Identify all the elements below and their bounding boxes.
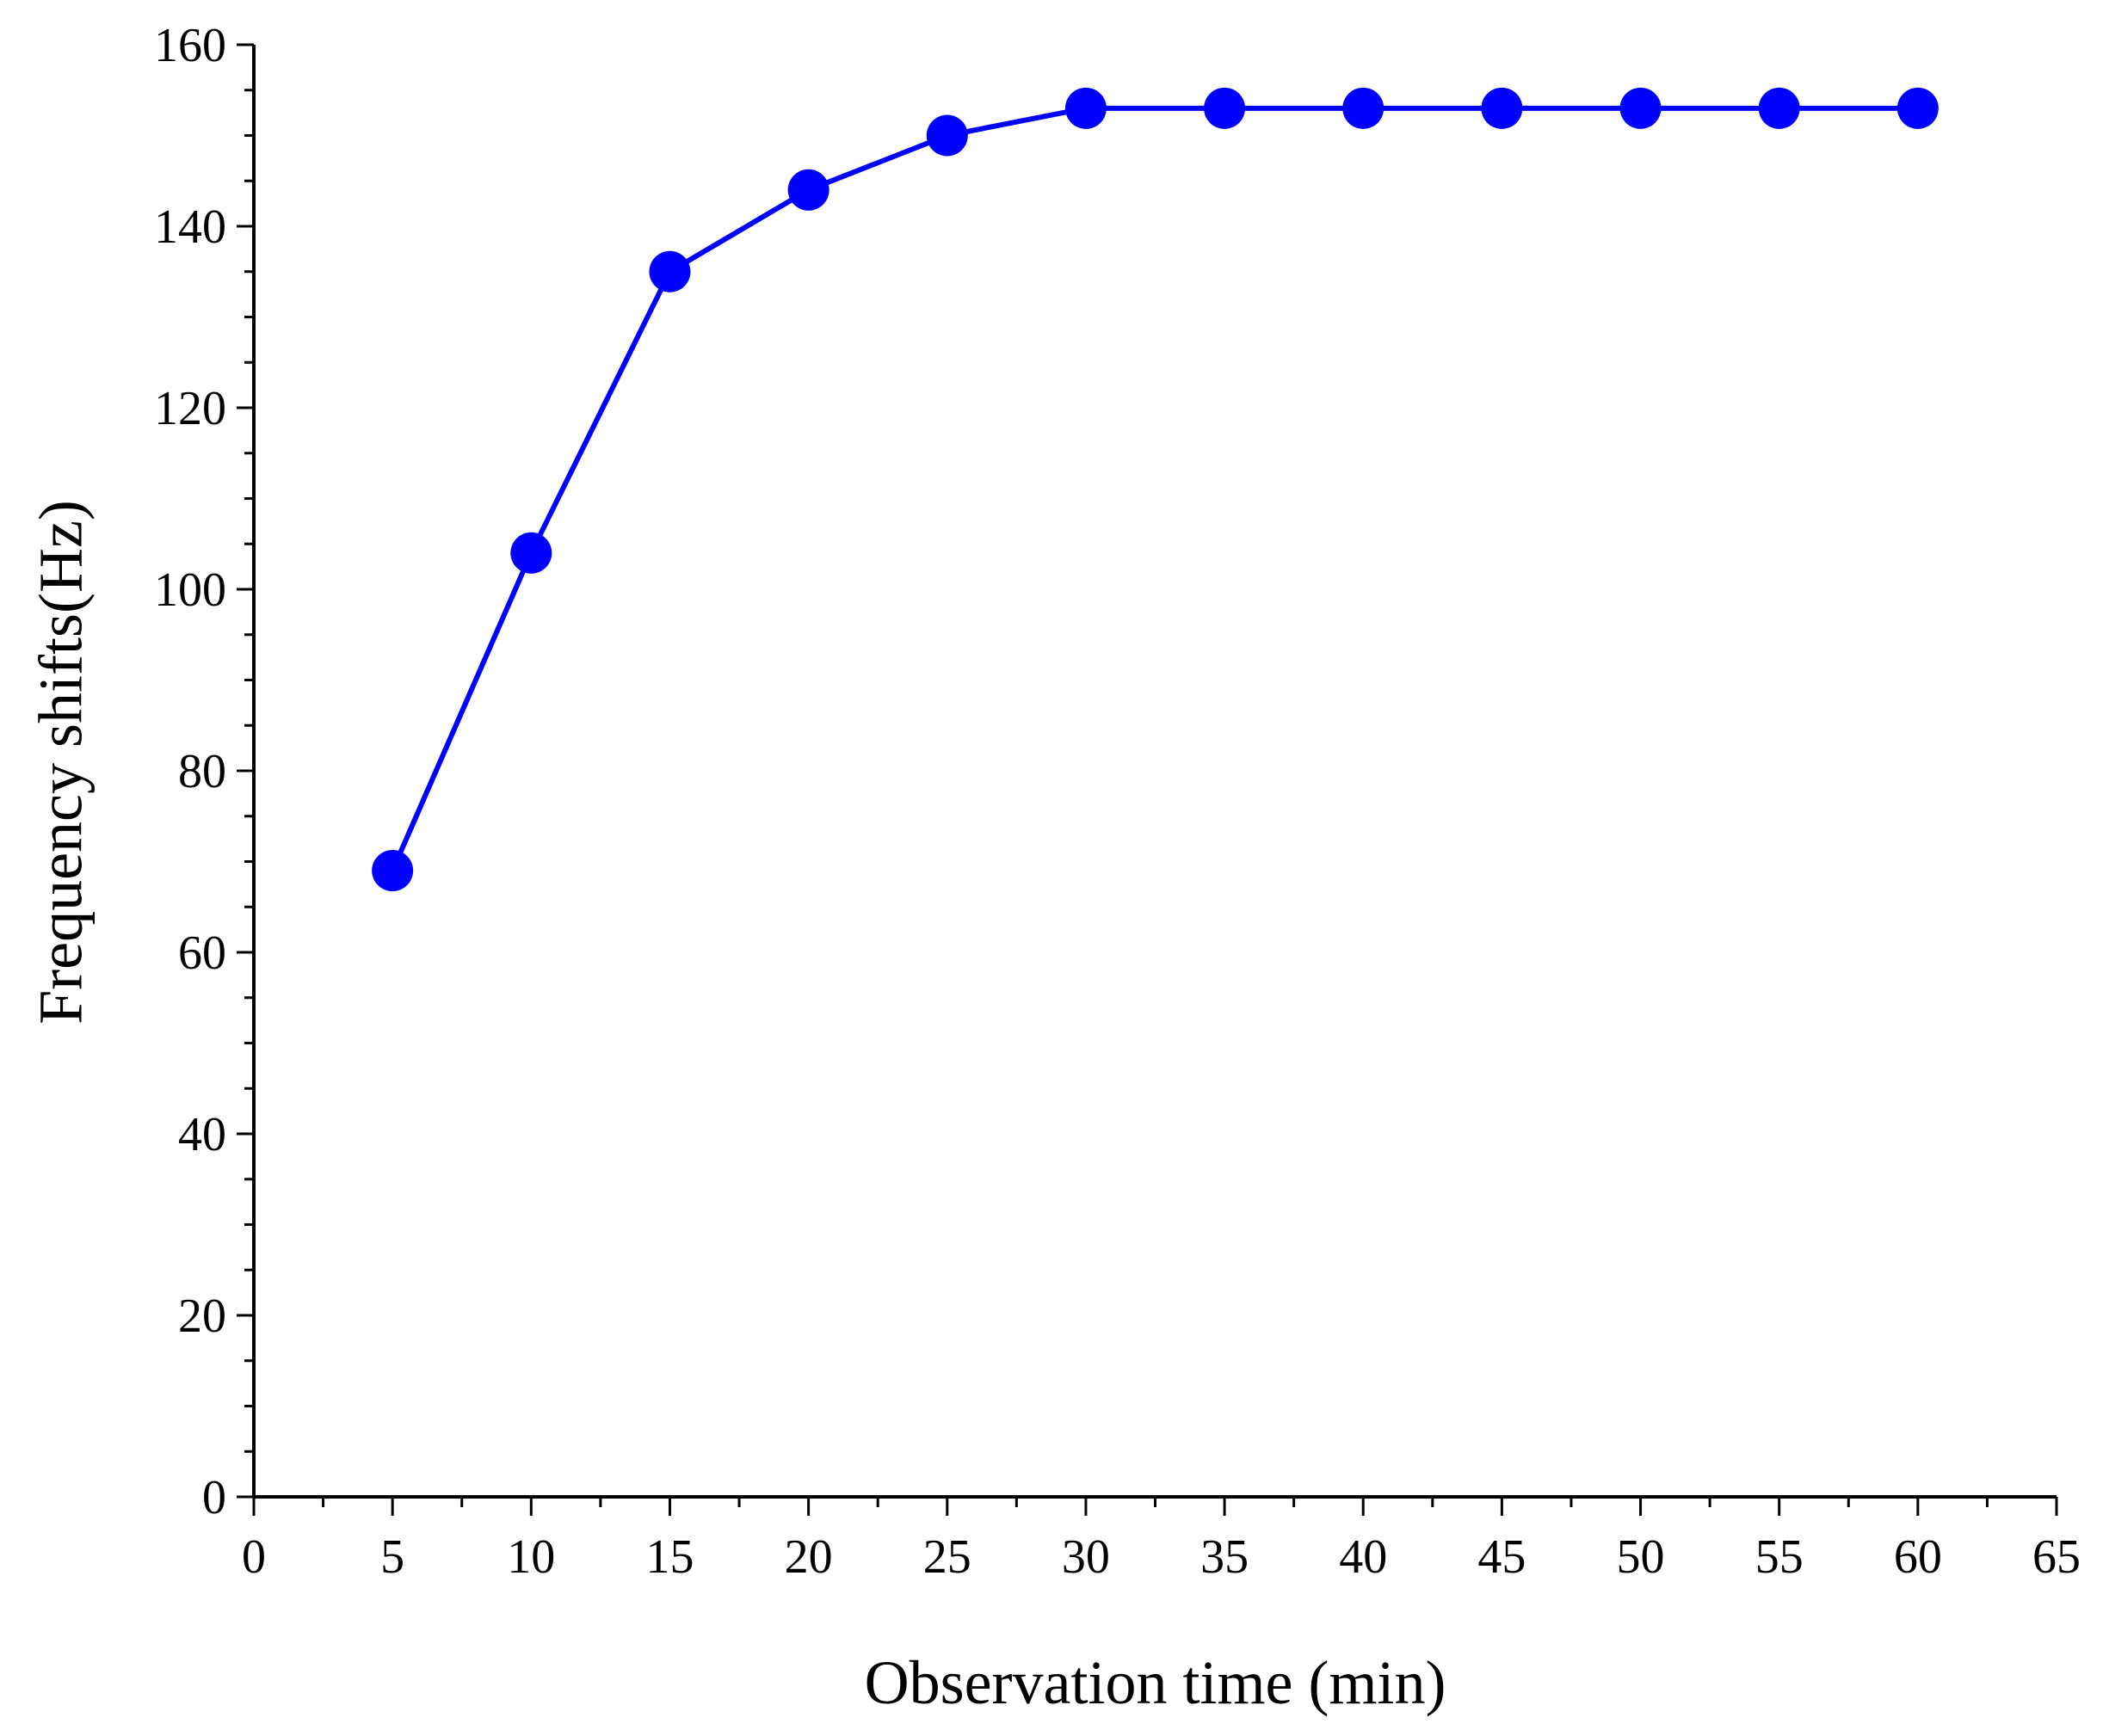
x-tick-label: 35	[1200, 1530, 1249, 1584]
x-tick-label: 60	[1894, 1530, 1942, 1584]
x-tick-label: 40	[1339, 1530, 1387, 1584]
y-tick-label: 40	[178, 1108, 226, 1161]
x-tick-label: 15	[645, 1530, 694, 1584]
data-point	[1896, 87, 1939, 129]
y-tick-label: 20	[178, 1290, 226, 1343]
x-tick-label: 65	[2032, 1530, 2081, 1584]
y-tick-label: 120	[154, 382, 226, 435]
data-point	[1342, 87, 1385, 129]
data-point	[1204, 87, 1246, 129]
data-point	[1481, 87, 1523, 129]
data-point	[1758, 87, 1800, 129]
y-tick-label: 100	[154, 563, 226, 617]
data-point	[510, 532, 552, 574]
data-point	[787, 169, 829, 211]
x-axis-title: Observation time (min)	[865, 1648, 1446, 1717]
data-point	[926, 114, 968, 157]
series-line	[390, 105, 1921, 874]
y-tick-label: 140	[154, 200, 226, 254]
data-point	[649, 250, 691, 292]
y-tick-label: 60	[178, 926, 226, 980]
y-tick-label: 160	[154, 19, 226, 72]
x-axis-ticks: 0 5 10 15 20 25 30 35 40 45 50 55 60 65	[242, 1497, 2081, 1584]
x-tick-label: 30	[1062, 1530, 1110, 1584]
x-tick-label: 10	[507, 1530, 555, 1584]
x-tick-label: 25	[923, 1530, 971, 1584]
x-tick-label: 20	[785, 1530, 833, 1584]
x-tick-label: 5	[380, 1530, 404, 1584]
y-tick-label: 80	[178, 745, 226, 798]
series-layer	[372, 87, 1939, 892]
axes	[252, 45, 2057, 1499]
y-axis-title: Frequency shifts(Hz)	[27, 500, 96, 1025]
data-point	[1619, 87, 1662, 129]
data-point	[1064, 87, 1107, 129]
y-tick-label: 0	[202, 1471, 226, 1524]
x-tick-label: 55	[1755, 1530, 1804, 1584]
x-tick-label: 50	[1617, 1530, 1665, 1584]
y-axis-ticks: 0 20 40 60 80 100 120 140 160	[154, 19, 254, 1524]
data-point	[372, 850, 414, 892]
x-tick-label: 45	[1477, 1530, 1526, 1584]
x-tick-label: 0	[242, 1530, 266, 1584]
